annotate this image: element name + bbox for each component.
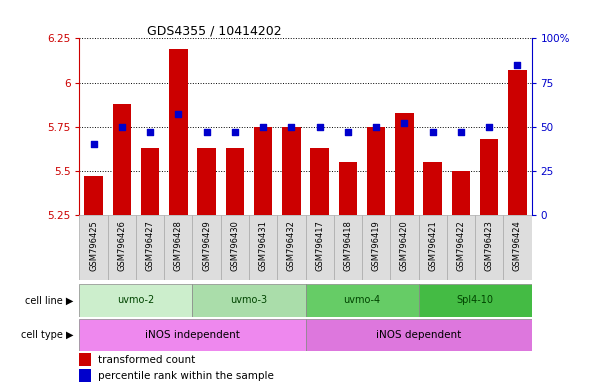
Bar xyxy=(367,127,386,215)
Bar xyxy=(508,70,527,215)
Bar xyxy=(334,215,362,280)
Text: GSM796420: GSM796420 xyxy=(400,220,409,271)
Text: iNOS dependent: iNOS dependent xyxy=(376,330,461,340)
Point xyxy=(258,124,268,130)
Bar xyxy=(503,215,532,280)
Bar xyxy=(136,215,164,280)
Bar xyxy=(254,127,273,215)
Bar xyxy=(306,319,532,351)
Bar xyxy=(84,176,103,215)
Text: GSM796429: GSM796429 xyxy=(202,220,211,271)
Bar xyxy=(79,284,192,317)
Text: GSM796419: GSM796419 xyxy=(371,220,381,271)
Point xyxy=(456,129,466,135)
Bar xyxy=(390,215,419,280)
Bar xyxy=(108,215,136,280)
Text: Spl4-10: Spl4-10 xyxy=(456,295,494,306)
Bar xyxy=(362,215,390,280)
Text: GSM796431: GSM796431 xyxy=(258,220,268,271)
Bar xyxy=(306,284,419,317)
Bar xyxy=(79,369,91,382)
Text: GSM796430: GSM796430 xyxy=(230,220,240,271)
Bar xyxy=(306,215,334,280)
Text: GSM796422: GSM796422 xyxy=(456,220,466,271)
Text: GSM796425: GSM796425 xyxy=(89,220,98,271)
Point xyxy=(485,124,494,130)
Point xyxy=(428,129,437,135)
Text: GSM796417: GSM796417 xyxy=(315,220,324,271)
Point xyxy=(513,62,522,68)
Bar xyxy=(480,139,499,215)
Bar xyxy=(197,148,216,215)
Bar xyxy=(423,162,442,215)
Point xyxy=(202,129,211,135)
Text: GSM796423: GSM796423 xyxy=(485,220,494,271)
Text: GSM796424: GSM796424 xyxy=(513,220,522,271)
Bar xyxy=(475,215,503,280)
Bar xyxy=(419,215,447,280)
Bar xyxy=(395,113,414,215)
Bar xyxy=(225,148,244,215)
Text: cell line ▶: cell line ▶ xyxy=(25,295,73,306)
Text: uvmo-2: uvmo-2 xyxy=(117,295,155,306)
Bar xyxy=(277,215,306,280)
Bar xyxy=(192,215,221,280)
Bar xyxy=(221,215,249,280)
Text: transformed count: transformed count xyxy=(98,354,195,364)
Point xyxy=(287,124,296,130)
Point xyxy=(89,141,98,147)
Bar xyxy=(112,104,131,215)
Text: GSM796426: GSM796426 xyxy=(117,220,126,271)
Point xyxy=(343,129,353,135)
Bar xyxy=(282,127,301,215)
Bar xyxy=(164,215,192,280)
Text: GSM796432: GSM796432 xyxy=(287,220,296,271)
Text: GSM796428: GSM796428 xyxy=(174,220,183,271)
Bar xyxy=(79,215,108,280)
Point xyxy=(145,129,155,135)
Point xyxy=(117,124,126,130)
Point xyxy=(371,124,381,130)
Text: GSM796427: GSM796427 xyxy=(145,220,155,271)
Bar xyxy=(419,284,532,317)
Point xyxy=(230,129,240,135)
Bar xyxy=(452,171,470,215)
Bar xyxy=(249,215,277,280)
Text: iNOS independent: iNOS independent xyxy=(145,330,240,340)
Text: uvmo-4: uvmo-4 xyxy=(343,295,381,306)
Text: uvmo-3: uvmo-3 xyxy=(230,295,268,306)
Bar xyxy=(310,148,329,215)
Text: GDS4355 / 10414202: GDS4355 / 10414202 xyxy=(147,24,282,37)
Bar xyxy=(141,148,159,215)
Text: cell type ▶: cell type ▶ xyxy=(21,330,73,340)
Text: GSM796418: GSM796418 xyxy=(343,220,353,271)
Point xyxy=(174,111,183,118)
Bar xyxy=(79,319,306,351)
Point xyxy=(400,120,409,126)
Bar xyxy=(169,49,188,215)
Bar xyxy=(79,353,91,366)
Point xyxy=(315,124,324,130)
Text: percentile rank within the sample: percentile rank within the sample xyxy=(98,371,273,381)
Bar xyxy=(338,162,357,215)
Bar xyxy=(447,215,475,280)
Bar xyxy=(192,284,306,317)
Text: GSM796421: GSM796421 xyxy=(428,220,437,271)
